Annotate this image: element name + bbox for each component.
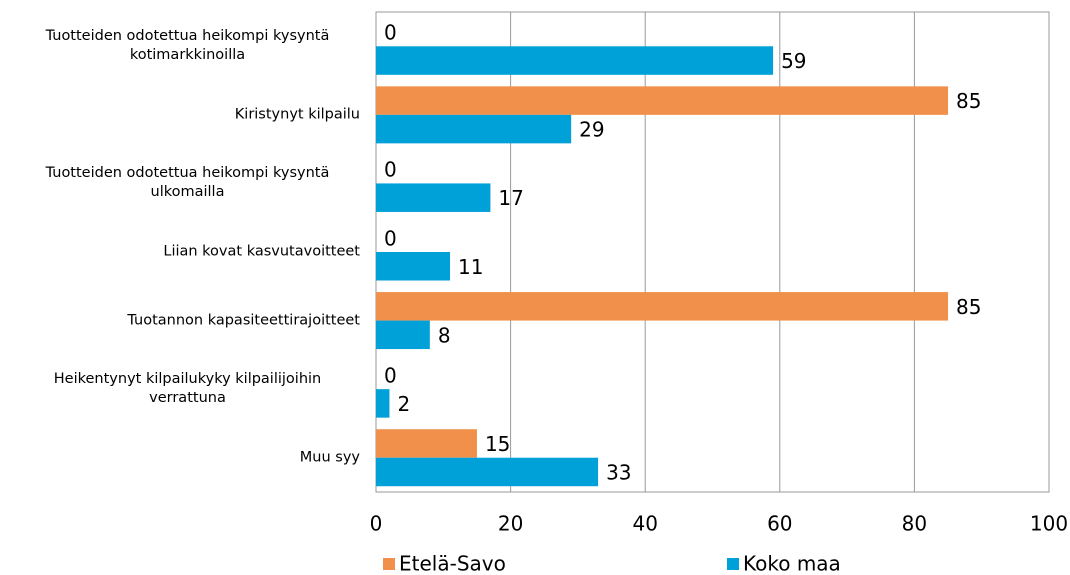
bar — [376, 86, 949, 115]
data-label: 59 — [781, 49, 806, 73]
bar — [376, 114, 572, 144]
data-label: 0 — [384, 363, 397, 387]
data-label: 0 — [384, 158, 397, 182]
legend-label: Etelä-Savo — [399, 552, 506, 575]
bar — [376, 292, 949, 321]
legend-swatch — [383, 558, 395, 570]
bar — [376, 252, 451, 281]
bar — [376, 389, 390, 418]
data-label: 85 — [956, 295, 981, 319]
data-label: 15 — [485, 432, 510, 456]
x-tick-label: 80 — [902, 512, 927, 536]
bar — [376, 46, 774, 75]
data-label: 29 — [579, 118, 604, 142]
data-label: 33 — [606, 460, 631, 484]
data-label: 11 — [458, 255, 483, 279]
data-label: 85 — [956, 89, 981, 113]
legend-label: Koko maa — [743, 552, 841, 575]
y-tick-label: Tuotannon kapasiteettirajoitteet — [127, 312, 360, 329]
y-tick-label: Tuotteiden odotettua heikompi kysyntä ul… — [45, 165, 330, 201]
data-label: 0 — [384, 21, 397, 45]
y-tick-label: Muu syy — [299, 449, 360, 466]
bar — [376, 320, 430, 350]
x-tick-label: 100 — [1030, 512, 1068, 536]
x-tick-label: 0 — [370, 512, 383, 536]
y-tick-label: Tuotteiden odotettua heikompi kysyntä ko… — [45, 28, 330, 64]
x-tick-label: 20 — [498, 512, 523, 536]
y-tick-label: Kiristynyt kilpailu — [234, 106, 360, 123]
data-label: 8 — [438, 323, 451, 347]
data-label: 17 — [498, 186, 523, 210]
plot-area — [375, 11, 1050, 493]
bar — [376, 429, 477, 458]
data-label: 0 — [384, 226, 397, 250]
x-tick-label: 60 — [767, 512, 792, 536]
x-tick-label: 40 — [632, 512, 657, 536]
bar — [376, 183, 491, 212]
bar — [376, 457, 599, 487]
y-tick-label: Heikentynyt kilpailukyky kilpailijoihin … — [53, 371, 322, 407]
data-label: 2 — [397, 392, 410, 416]
legend-swatch — [727, 558, 739, 570]
y-tick-label: Liian kovat kasvutavoitteet — [163, 243, 360, 260]
